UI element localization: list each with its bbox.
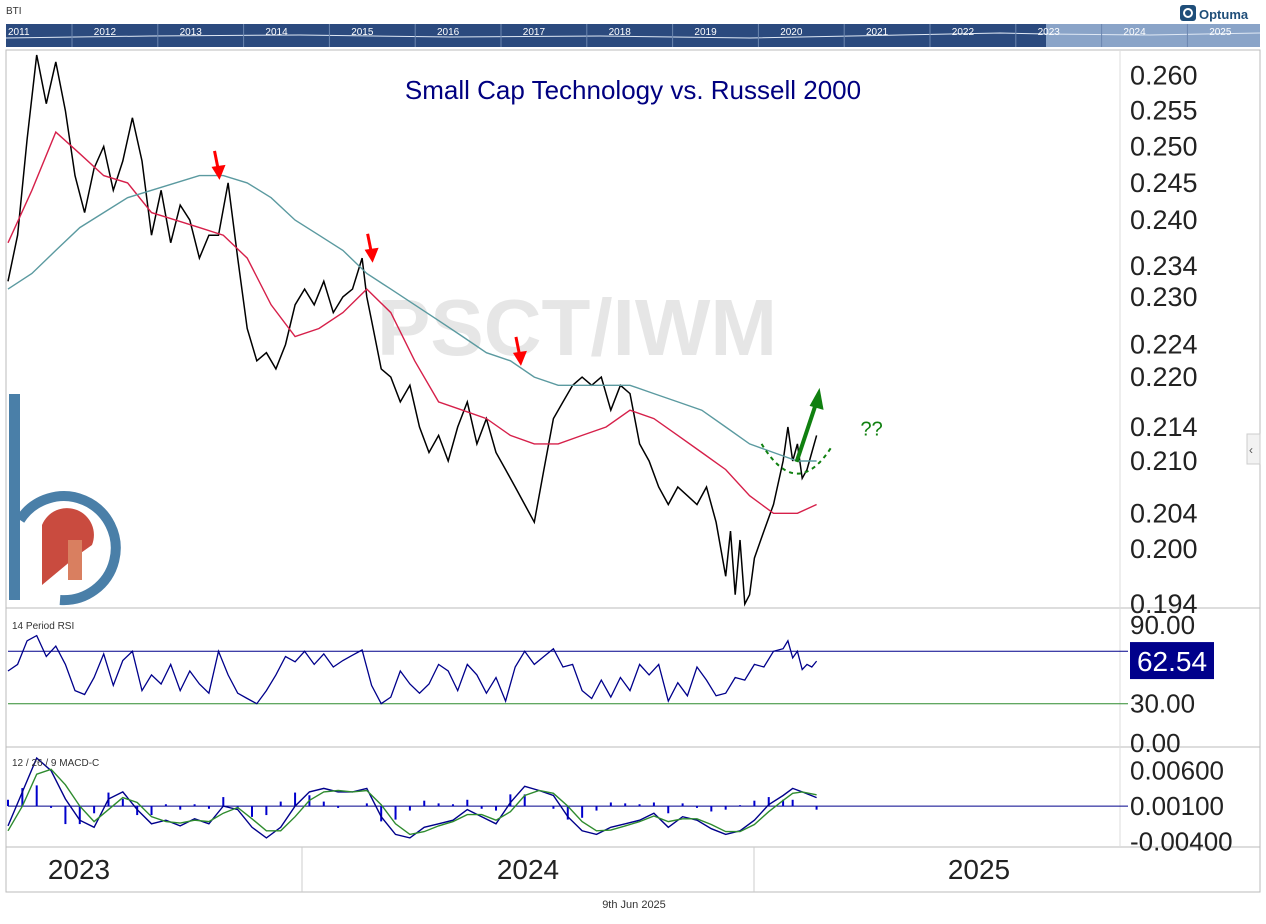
symbol-watermark: PSCT/IWM	[377, 283, 777, 372]
overview-year-label: 2023	[1038, 27, 1061, 38]
time-axis-tick: 2025	[948, 854, 1010, 885]
chart-frame	[5, 49, 1261, 893]
rsi-value-badge	[1130, 642, 1214, 680]
optuma-logo: Optuma	[1180, 5, 1249, 22]
rsi-panel: 90.00 30.00 0.00 62.54	[7, 610, 1214, 758]
macd-panel: 0.00600 0.00100 -0.00400	[7, 756, 1233, 856]
annotation-question: ??	[861, 418, 883, 440]
overview-year-label: 2016	[437, 27, 460, 38]
price-axis-tick: 0.255	[1130, 96, 1198, 126]
overview-year-label: 2019	[694, 27, 717, 38]
overview-strip[interactable]: 2011 2012 2013 2014 2015 2016 2017 2018 2019 2020…	[5, 24, 1266, 47]
overview-year-label: 2015	[351, 27, 374, 38]
annotation-arrow-up	[794, 401, 819, 463]
rsi-current-value: 62.54	[1137, 646, 1207, 677]
series-rsi	[7, 634, 818, 705]
price-axis-tick: 0.234	[1130, 251, 1198, 281]
panel-expand-handle[interactable]: ‹	[1246, 433, 1261, 465]
overview-year-label: 2014	[265, 27, 288, 38]
brand-name: Optuma	[1199, 7, 1249, 22]
overview-year-label: 2012	[94, 27, 117, 38]
overview-year-label: 2022	[952, 27, 975, 38]
rsi-title: 14 Period RSI	[12, 621, 74, 632]
series-psct-iwm	[7, 54, 818, 607]
overview-year-label: 2020	[780, 27, 803, 38]
price-axis-tick: 0.240	[1130, 205, 1198, 235]
overview-year-label: 2011	[8, 27, 30, 38]
symbol-label: BTI	[6, 6, 22, 17]
series-macd	[7, 756, 817, 839]
annotation-dashed-arc	[760, 443, 833, 475]
overview-year-label: 2018	[609, 27, 632, 38]
series-signal	[7, 768, 817, 836]
time-axis-tick: 2024	[497, 854, 559, 885]
overview-year-label: 2025	[1209, 27, 1232, 38]
rsi-axis-tick: 30.00	[1130, 689, 1195, 719]
macd-title: 12 / 26 / 9 MACD-C	[12, 758, 99, 769]
macd-axis-tick: 0.00600	[1130, 756, 1224, 786]
brand-logo	[9, 394, 121, 606]
price-axis-tick: 0.260	[1130, 61, 1198, 91]
overview-year-label: 2021	[866, 27, 889, 38]
footer-date: 9th Jun 2025	[602, 899, 666, 911]
chevron-left-icon: ‹	[1249, 443, 1253, 457]
series-ma-short	[7, 130, 817, 514]
price-axis-tick: 0.194	[1130, 589, 1198, 619]
rsi-axis-tick: 90.00	[1130, 610, 1195, 640]
price-axis-tick: 0.230	[1130, 282, 1198, 312]
price-axis-tick: 0.200	[1130, 534, 1198, 564]
price-axis-tick: 0.224	[1130, 330, 1198, 360]
macd-axis-tick: -0.00400	[1130, 826, 1233, 856]
overview-year-label: 2024	[1123, 27, 1146, 38]
chart-title: Small Cap Technology vs. Russell 2000	[405, 75, 861, 105]
optuma-logo-icon	[1180, 5, 1196, 21]
rsi-axis-tick: 0.00	[1130, 728, 1181, 758]
price-axis-tick: 0.204	[1130, 498, 1198, 528]
series-ma-long	[7, 174, 817, 462]
time-axis-tick: 2023	[48, 854, 110, 885]
price-axis-tick: 0.210	[1130, 446, 1198, 476]
macd-axis-tick: 0.00100	[1130, 791, 1224, 821]
price-axis-tick: 0.245	[1130, 168, 1198, 198]
time-axis: 2023 2024 2025	[48, 847, 1010, 892]
price-axis-tick: 0.214	[1130, 412, 1198, 442]
overview-year-label: 2013	[180, 27, 203, 38]
price-axis-tick: 0.250	[1130, 131, 1198, 161]
overview-year-label: 2017	[523, 27, 546, 38]
price-axis-tick: 0.220	[1130, 362, 1198, 392]
